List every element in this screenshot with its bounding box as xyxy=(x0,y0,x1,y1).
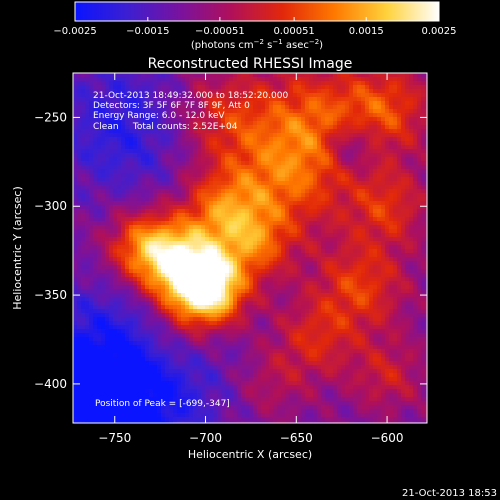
y-tick-label: −400 xyxy=(34,377,67,391)
annotation-time-range: 21-Oct-2013 18:49:32.000 to 18:52:20.000 xyxy=(93,91,288,101)
annotation-energy-range: Energy Range: 6.0 - 12.0 keV xyxy=(93,111,225,121)
annotation-detectors: Detectors: 3F 5F 6F 7F 8F 9F, Att 0 xyxy=(93,101,250,111)
footer-timestamp: 21-Oct-2013 18:53 xyxy=(402,488,497,499)
x-tick-label: −650 xyxy=(280,431,313,445)
colorbar-tick-label: −0.0015 xyxy=(126,26,169,37)
colorbar-tick-label: 0.0025 xyxy=(422,26,457,37)
peak-position-label: Position of Peak = [-699,-347] xyxy=(95,399,230,409)
y-tick-label: −300 xyxy=(34,199,67,213)
chart-title: Reconstructed RHESSI Image xyxy=(148,56,353,72)
colorbar: −0.0025 −0.0015 −0.00051 0.00051 0.0015 0.002… xyxy=(53,1,457,51)
annotation-clean-counts: Clean Total counts: 2.52E+04 xyxy=(93,122,238,132)
y-tick-label: −250 xyxy=(34,110,67,124)
x-tick-label: −700 xyxy=(189,431,222,445)
x-axis-label: Heliocentric X (arcsec) xyxy=(188,448,312,461)
colorbar-unit-label: (photons cm−2 s−1 asec−2) xyxy=(191,38,323,51)
y-axis-label: Heliocentric Y (arcsec) xyxy=(11,186,24,310)
colorbar-ticks: −0.0025 −0.0015 −0.00051 0.00051 0.0015 0.002… xyxy=(53,17,457,37)
colorbar-tick-label: 0.00051 xyxy=(273,26,314,37)
annotation-block: 21-Oct-2013 18:49:32.000 to 18:52:20.000… xyxy=(93,91,288,132)
x-tick-label: −600 xyxy=(371,431,404,445)
colorbar-tick-label: 0.0015 xyxy=(349,26,384,37)
y-tick-label: −350 xyxy=(34,288,67,302)
axis-ticks: −750 −700 −650 −600 −250 −300 −350 −400 xyxy=(34,73,427,445)
colorbar-bar xyxy=(74,1,440,22)
plot-frame xyxy=(72,72,428,424)
heatmap-image xyxy=(73,73,427,423)
colorbar-tick-label: −0.00051 xyxy=(195,26,245,37)
colorbar-tick-label: −0.0025 xyxy=(53,26,96,37)
x-tick-label: −750 xyxy=(98,431,131,445)
